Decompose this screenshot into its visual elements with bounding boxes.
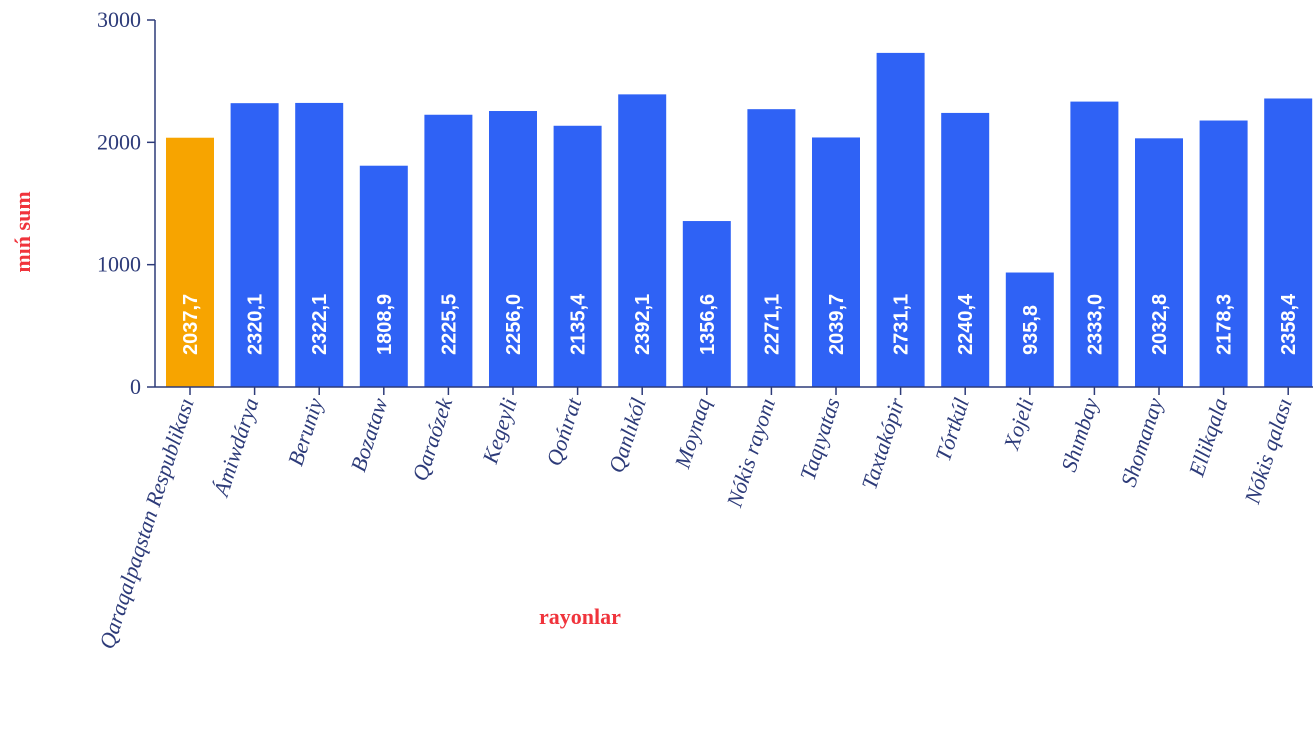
bar-value-label: 2240,4	[955, 293, 977, 355]
bar[interactable]	[1264, 98, 1313, 387]
bar-value-label: 2392,1	[632, 294, 654, 355]
bar-value-label: 2178,3	[1214, 294, 1236, 355]
x-tick-label: Shımbay	[1056, 395, 1103, 475]
x-tick-label: Nókis rayonı	[721, 395, 780, 511]
bar[interactable]	[553, 125, 602, 387]
bar[interactable]	[876, 52, 925, 387]
bar[interactable]	[166, 137, 214, 387]
bar-value-label: 1356,6	[697, 294, 719, 355]
bar-value-label: 2037,7	[180, 294, 202, 355]
bar[interactable]	[618, 94, 667, 388]
bar-value-label: 2320,1	[245, 294, 267, 355]
bar-value-label: 1808,9	[374, 294, 396, 355]
y-tick-label: 3000	[97, 7, 141, 32]
x-tick-label: Tórtkúl	[930, 395, 974, 464]
x-tick-label: Taxtakópir	[856, 394, 909, 492]
bar[interactable]	[424, 114, 473, 388]
bar-value-label: 935,8	[1020, 305, 1042, 355]
x-tick-label: Shomanay	[1116, 395, 1168, 490]
bar-value-label: 2333,0	[1084, 294, 1106, 355]
y-axis-title: mıń sum	[10, 191, 35, 272]
bar-value-label: 2135,4	[568, 293, 590, 355]
bar-value-label: 2358,4	[1278, 293, 1300, 355]
bar[interactable]	[747, 109, 796, 388]
bar[interactable]	[295, 102, 344, 388]
x-axis-title: rayonlar	[539, 604, 621, 629]
x-tick-label: Taqıyatas	[795, 395, 845, 483]
x-axis: Qaraqalpaqstan Respublikası Ámiwdárya Beru…	[94, 386, 1313, 652]
x-tick-label: Kegeyli	[477, 395, 522, 468]
bars: 2037,7 2320,1 2322,1 1808,9 2225,5 2256,0 2135…	[166, 52, 1313, 388]
bar[interactable]	[359, 165, 408, 387]
bar-value-label: 2039,7	[826, 294, 848, 355]
bar[interactable]	[682, 221, 731, 387]
bar[interactable]	[489, 111, 537, 388]
bar-value-label: 2322,1	[309, 294, 331, 355]
x-tick-label: Beruniy	[283, 395, 328, 469]
bar-value-label: 2256,0	[503, 294, 525, 355]
bar-value-label: 2271,1	[761, 294, 783, 355]
x-tick-label: Ellikqala	[1183, 395, 1232, 480]
bar-value-label: 2225,5	[438, 294, 460, 355]
bar[interactable]	[941, 112, 990, 387]
y-axis: 0 1000 2000 3000	[97, 7, 156, 399]
x-tick-label: Moynaq	[669, 395, 715, 472]
x-tick-label: Bozataw	[345, 395, 392, 475]
x-tick-label: Ámiwdárya	[208, 395, 264, 501]
bar[interactable]	[812, 137, 860, 387]
y-tick-label: 1000	[97, 252, 141, 277]
x-tick-label: Qanlıkól	[603, 395, 651, 476]
x-tick-label: Qońırat	[541, 394, 587, 469]
y-tick-label: 2000	[97, 129, 141, 154]
x-tick-label: Xojeli	[998, 395, 1038, 454]
x-tick-label: Qaraqalpaqstan Respublikası	[94, 395, 199, 652]
bar[interactable]	[1005, 272, 1054, 387]
bar[interactable]	[230, 103, 279, 387]
bar[interactable]	[1135, 138, 1183, 387]
x-tick-label: Nókis qalası	[1239, 395, 1297, 508]
x-tick-label: Qaraózek	[407, 394, 458, 484]
y-tick-label: 0	[130, 374, 141, 399]
bar[interactable]	[1199, 120, 1248, 387]
bar[interactable]	[1070, 101, 1119, 387]
bar-value-label: 2731,1	[891, 294, 913, 355]
bar-value-label: 2032,8	[1149, 294, 1171, 355]
